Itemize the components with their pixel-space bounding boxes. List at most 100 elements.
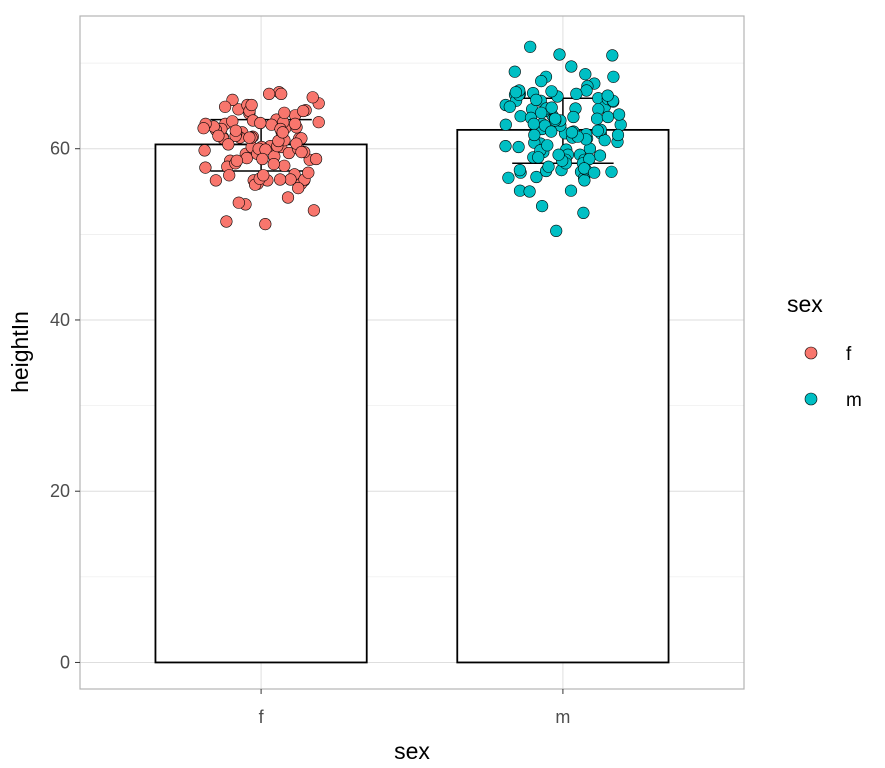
legend-key-f: [804, 346, 818, 360]
data-point-f: [307, 204, 321, 217]
data-point-m: [524, 40, 537, 53]
y-tick-label: 0: [60, 652, 70, 672]
x-tick-label: f: [259, 707, 265, 727]
data-point-m: [509, 86, 523, 99]
data-point-m: [611, 128, 625, 142]
data-point-f: [276, 126, 289, 139]
data-point-f: [295, 146, 308, 159]
data-point-f: [306, 91, 319, 104]
data-point-f: [289, 117, 302, 130]
y-tick-label: 20: [50, 481, 70, 501]
data-point-m: [565, 126, 579, 139]
data-point-f: [275, 87, 288, 100]
data-point-m: [598, 134, 611, 147]
data-point-f: [297, 104, 310, 118]
data-point-m: [601, 110, 615, 124]
bars: [154, 128, 670, 664]
data-point-f: [278, 159, 291, 172]
data-point-m: [549, 112, 562, 125]
data-point-f: [230, 154, 243, 167]
data-point-m: [514, 110, 527, 123]
data-point-m: [530, 170, 543, 184]
data-point-f: [245, 98, 258, 112]
data-point-f: [232, 196, 245, 209]
data-point-f: [310, 152, 323, 166]
data-point-f: [257, 169, 270, 182]
data-point-f: [302, 166, 315, 179]
data-point-m: [570, 87, 583, 100]
data-point-f: [312, 116, 325, 129]
data-point-m: [528, 128, 541, 142]
data-point-m: [552, 148, 565, 161]
data-point-m: [508, 65, 521, 78]
data-point-m: [588, 166, 601, 179]
data-point-m: [503, 100, 516, 113]
data-point-m: [502, 171, 515, 184]
legend-label-m: m: [846, 390, 862, 411]
data-point-f: [220, 215, 233, 228]
data-point-m: [545, 85, 558, 98]
legend-label-f: f: [846, 344, 852, 365]
data-point-m: [535, 74, 548, 88]
data-point-m: [577, 206, 590, 219]
data-point-f: [254, 116, 267, 130]
y-tick-label: 40: [50, 310, 70, 330]
data-point-f: [256, 152, 269, 166]
data-point-m: [499, 140, 512, 153]
legend-title: sex: [787, 291, 823, 317]
data-point-f: [243, 131, 256, 144]
data-point-f: [278, 106, 291, 119]
data-point-m: [565, 60, 578, 73]
data-point-f: [267, 158, 280, 171]
data-point-f: [212, 129, 225, 142]
data-point-m: [545, 101, 558, 114]
data-point-m: [590, 112, 604, 125]
data-point-f: [197, 122, 210, 135]
data-point-m: [607, 70, 620, 83]
data-point-m: [553, 48, 566, 61]
y-axis-title: heightIn: [7, 311, 33, 393]
y-axis: 0 20 40 60: [50, 139, 80, 672]
data-point-m: [499, 118, 512, 131]
data-point-m: [523, 185, 536, 198]
data-point-m: [564, 184, 578, 197]
data-point-f: [219, 100, 232, 113]
data-point-f: [223, 169, 236, 182]
data-point-f: [292, 182, 305, 195]
data-point-f: [259, 218, 272, 231]
data-point-m: [614, 118, 627, 131]
legend-key-m: [804, 392, 818, 406]
data-point-m: [541, 139, 554, 152]
data-point-m: [532, 151, 545, 164]
bar-m: [456, 128, 670, 664]
bar-f: [154, 143, 368, 664]
jitter-points: [197, 40, 627, 237]
data-point-m: [535, 106, 548, 119]
data-point-m: [612, 108, 626, 121]
data-point-m: [550, 224, 563, 237]
panel-border: [79, 15, 745, 690]
data-point-m: [580, 84, 593, 97]
data-point-f: [229, 124, 242, 137]
data-point-m: [513, 164, 527, 177]
data-point-m: [527, 117, 540, 130]
data-point-f: [281, 191, 295, 204]
x-axis-title: sex: [394, 738, 430, 764]
data-point-m: [601, 89, 614, 102]
data-point-f: [222, 138, 235, 151]
panel: [79, 15, 745, 690]
data-point-m: [545, 125, 558, 138]
data-point-f: [274, 173, 287, 186]
data-point-m: [579, 68, 592, 81]
data-point-f: [198, 144, 211, 157]
legend: sex f m: [787, 291, 862, 411]
data-point-m: [605, 165, 618, 178]
data-point-m: [512, 140, 525, 154]
data-point-f: [199, 161, 212, 174]
data-point-m: [591, 124, 604, 137]
data-point-m: [535, 200, 549, 213]
data-point-f: [209, 174, 222, 187]
x-tick-label: m: [555, 707, 570, 727]
